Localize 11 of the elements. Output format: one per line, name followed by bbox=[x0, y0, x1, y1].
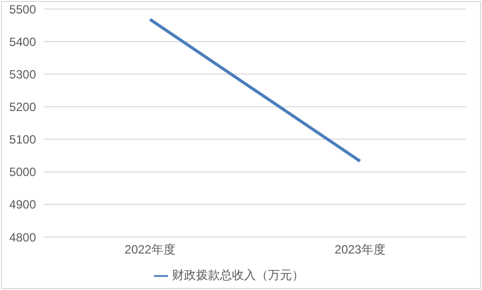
y-tick-label: 5500 bbox=[9, 2, 36, 16]
x-tick-label: 2023年度 bbox=[334, 242, 386, 257]
y-tick-label: 5300 bbox=[9, 67, 36, 82]
y-tick-label: 4900 bbox=[9, 198, 36, 212]
y-tick-label: 5000 bbox=[9, 165, 36, 180]
legend-label: 财政拨款总收入（万元） bbox=[172, 268, 304, 282]
y-tick-label: 5200 bbox=[9, 100, 36, 114]
x-tick-label: 2022年度 bbox=[124, 242, 176, 257]
y-tick-label: 5400 bbox=[9, 34, 36, 49]
y-tick-label: 5100 bbox=[9, 132, 36, 147]
y-tick-label: 4800 bbox=[9, 230, 36, 244]
